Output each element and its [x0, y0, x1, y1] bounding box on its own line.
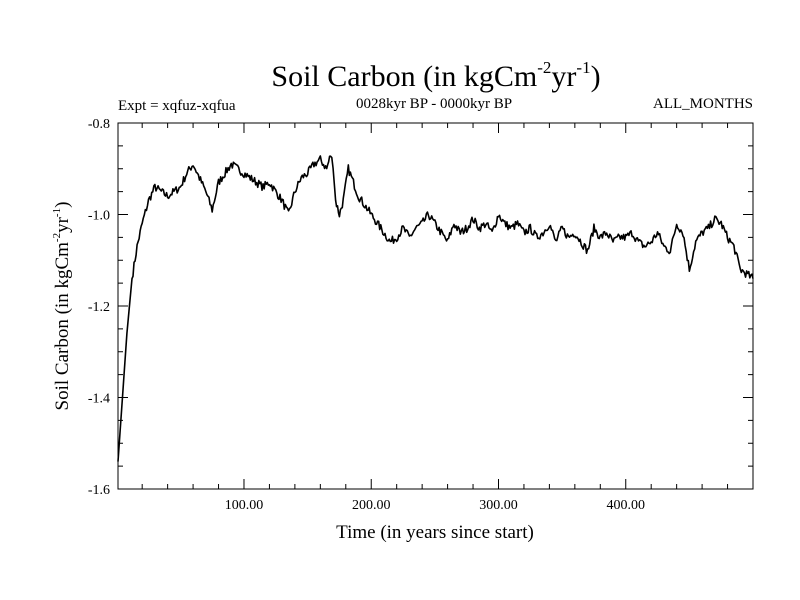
y-tick-label: -0.8: [88, 117, 110, 132]
y-tick-label: -1.4: [88, 392, 110, 407]
x-tick-label: 200.00: [352, 498, 391, 513]
y-axis-tick-labels: -0.8 -1.0 -1.2 -1.4 -1.6: [88, 117, 110, 498]
plot-frame: [117, 122, 754, 490]
experiment-label: Expt = xqfuz-xqfua: [118, 98, 236, 114]
y-axis-ticks: [118, 122, 753, 490]
x-axis-label: Time (in years since start): [336, 522, 534, 543]
chart-title: Soil Carbon (in kgCm-2yr-1): [271, 58, 600, 93]
y-tick-label: -1.0: [88, 209, 110, 224]
y-tick-label: -1.6: [88, 483, 110, 498]
time-range-label: 0028kyr BP - 0000kyr BP: [356, 96, 512, 112]
x-tick-label: 100.00: [225, 498, 264, 513]
series-line-soil-carbon: [117, 155, 754, 462]
x-axis-tick-labels: 100.00 200.00 300.00 400.00: [225, 498, 645, 513]
x-tick-label: 300.00: [479, 498, 518, 513]
x-tick-label: 400.00: [606, 498, 645, 513]
months-label: ALL_MONTHS: [653, 96, 753, 112]
x-axis-ticks: [141, 123, 729, 489]
y-tick-label: -1.2: [88, 300, 110, 315]
y-axis-label: Soil Carbon (in kgCm-2yr-1): [51, 202, 73, 411]
